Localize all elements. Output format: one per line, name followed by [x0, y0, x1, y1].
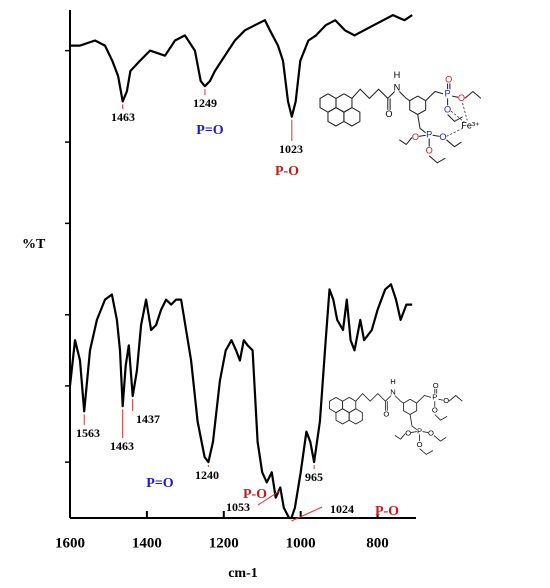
- bond: [434, 414, 448, 421]
- bond-annotation: P-O: [243, 487, 267, 502]
- bond: [419, 448, 434, 455]
- peak-label: 1240: [195, 468, 219, 482]
- atom-label: N: [390, 388, 395, 397]
- x-tick-label: 1600: [55, 535, 85, 551]
- atom-label: O: [383, 410, 389, 419]
- atom-label: O: [426, 146, 433, 156]
- atom-label: P: [432, 392, 437, 401]
- peak-label: 1463: [110, 439, 134, 453]
- spectrum-line: [70, 14, 413, 118]
- bond: [422, 431, 429, 433]
- atom-label: O: [412, 132, 419, 142]
- bond: [394, 433, 406, 440]
- atom-label: O: [439, 132, 446, 142]
- y-axis-label: %T: [22, 237, 46, 252]
- x-tick-label: 1400: [132, 535, 162, 551]
- bond: [448, 394, 463, 402]
- bond: [348, 408, 363, 425]
- x-tick-label: 800: [366, 535, 389, 551]
- bond: [416, 395, 432, 404]
- atom-label: O: [445, 74, 452, 84]
- bond: [343, 107, 361, 127]
- peak-label: 1023: [279, 142, 303, 156]
- peak-label: 1024: [330, 502, 354, 516]
- atom-label: H: [390, 377, 395, 386]
- x-axis-label: cm-1: [228, 566, 258, 581]
- atom-label: Fe³⁺: [461, 120, 480, 130]
- peak-label: 1053: [226, 500, 250, 514]
- bond: [399, 137, 413, 146]
- atom-label: N: [394, 82, 401, 92]
- atom-label: P: [417, 427, 422, 436]
- coordination-bond: [462, 102, 468, 121]
- bond: [447, 114, 463, 123]
- bond: [409, 414, 418, 431]
- atom-label: P: [426, 130, 432, 140]
- bond: [428, 155, 446, 164]
- bond: [432, 134, 440, 137]
- peak-label: 1463: [111, 110, 135, 124]
- atom-label: O: [444, 104, 451, 114]
- bond-annotation: P=O: [196, 123, 224, 138]
- peak-leader: [257, 490, 281, 506]
- bond: [398, 91, 410, 102]
- bond: [394, 395, 404, 404]
- bond: [355, 392, 392, 402]
- bond: [335, 408, 350, 425]
- coordination-bond: [446, 127, 463, 137]
- bond: [446, 139, 462, 148]
- peak-label: 1437: [136, 412, 160, 426]
- atom-label: O: [417, 440, 423, 449]
- bond-annotation: P-O: [275, 164, 299, 179]
- atom-label: O: [385, 109, 392, 119]
- bond-annotation: P=O: [146, 476, 174, 491]
- bond: [425, 90, 444, 102]
- atom-label: O: [432, 406, 438, 415]
- atom-label: O: [458, 93, 465, 103]
- x-tick-label: 1200: [209, 535, 239, 551]
- atom-label: O: [405, 429, 411, 438]
- bond: [433, 435, 447, 442]
- bond: [403, 398, 418, 415]
- peak-label: 965: [305, 470, 323, 484]
- peak-label: 1563: [76, 426, 100, 440]
- atom-label: O: [428, 429, 434, 438]
- x-tick-label: 1000: [286, 535, 316, 551]
- bond: [409, 95, 427, 116]
- peak-leader: [291, 506, 323, 522]
- spectrum-line: [68, 283, 413, 520]
- bond: [418, 134, 426, 137]
- coordination-bond: [450, 110, 466, 123]
- bond: [417, 114, 427, 134]
- bond-annotation: P-O: [375, 504, 399, 519]
- bond: [410, 431, 417, 433]
- bond: [351, 88, 396, 100]
- bond: [452, 95, 459, 98]
- atom-label: O: [433, 381, 439, 390]
- bond: [464, 90, 482, 99]
- bond: [327, 107, 345, 127]
- peak-label: 1249: [193, 96, 217, 110]
- atom-label: O: [443, 396, 449, 405]
- atom-label: H: [394, 70, 401, 80]
- bond: [438, 398, 444, 401]
- atom-label: P: [445, 88, 451, 98]
